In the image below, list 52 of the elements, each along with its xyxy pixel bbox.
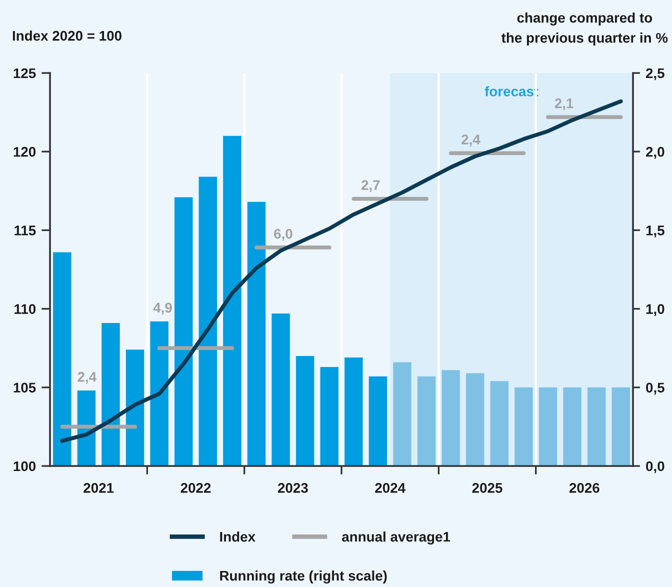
bar xyxy=(514,387,533,466)
bar xyxy=(490,381,509,466)
y-tick-label: 115 xyxy=(14,226,36,236)
bar xyxy=(538,387,558,466)
bar xyxy=(247,202,266,466)
bar xyxy=(320,366,338,466)
bar xyxy=(368,376,388,466)
annotation: 2,1 xyxy=(554,98,574,110)
y-tick-label: 120 xyxy=(14,146,36,157)
y-tick-label: 100 xyxy=(14,461,36,472)
bar xyxy=(563,387,582,466)
legend-label: Running rate (right scale) xyxy=(220,570,387,584)
annotation: 4,9 xyxy=(153,302,172,315)
bar xyxy=(296,356,314,466)
x-tick-label: 2021 xyxy=(84,483,114,493)
legend-label: Index xyxy=(220,531,256,542)
y2-tick-label: 1,0 xyxy=(646,304,664,316)
y2-tick-label: 1,5 xyxy=(646,226,664,238)
bar xyxy=(174,197,193,466)
annotation: 2,4 xyxy=(462,134,480,146)
y-axis-title: Index 2020 = 100 xyxy=(12,30,122,41)
bar xyxy=(466,373,484,466)
y2-tick-label: 0,0 xyxy=(646,461,664,474)
y2-tick-label: 0,5 xyxy=(646,382,664,395)
y2-axis-title: change compared to the previous quarter in % xyxy=(501,12,668,46)
bar xyxy=(198,176,218,466)
bar xyxy=(393,362,412,466)
bar xyxy=(344,358,363,466)
legend-label: annual average1 xyxy=(342,531,450,545)
x-tick-label: 2022 xyxy=(180,483,211,493)
y2-tick-label: 2,5 xyxy=(646,68,664,80)
y-tick-label: 105 xyxy=(14,382,36,393)
annotation: 2,7 xyxy=(361,180,380,192)
bar xyxy=(150,321,168,466)
bar xyxy=(53,252,72,466)
bar xyxy=(102,322,120,466)
x-tick-label: 2023 xyxy=(278,483,308,493)
bar xyxy=(223,136,242,466)
bar xyxy=(417,376,436,466)
y2-tick-label: 2,0 xyxy=(646,146,664,159)
x-tick-label: 2024 xyxy=(375,483,406,493)
bar xyxy=(272,314,290,466)
annotation: 2,4 xyxy=(78,372,97,384)
y-tick-label: 125 xyxy=(14,68,36,78)
bar xyxy=(442,370,460,466)
x-tick-label: 2025 xyxy=(472,483,502,493)
bar xyxy=(612,387,630,466)
y-tick-label: 110 xyxy=(14,304,36,314)
x-tick-label: 2026 xyxy=(569,483,600,493)
bar xyxy=(126,350,144,466)
bar xyxy=(587,387,606,466)
annotation: 6,0 xyxy=(274,228,292,241)
